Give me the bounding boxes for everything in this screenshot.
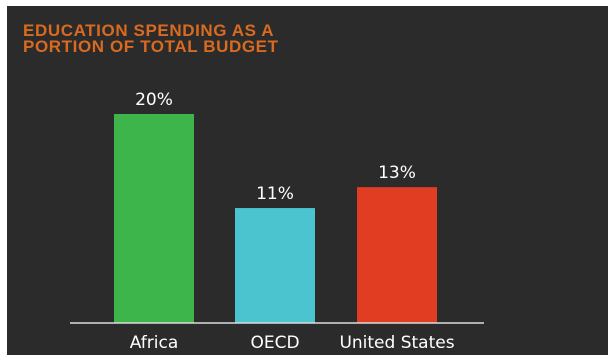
category-label-oecd: OECD — [250, 333, 299, 353]
bar-chart: 20% Africa 11% OECD 13% United States — [70, 90, 484, 353]
category-label-africa: Africa — [130, 333, 179, 353]
value-label-united-states: 13% — [378, 163, 416, 183]
chart-title: EDUCATION SPENDING AS A PORTION OF TOTAL… — [23, 21, 279, 56]
category-label-united-states: United States — [339, 333, 454, 353]
value-label-africa: 20% — [135, 90, 173, 110]
bar-oecd — [235, 208, 315, 323]
chart-panel: EDUCATION SPENDING AS A PORTION OF TOTAL… — [7, 6, 608, 355]
bar-africa — [114, 114, 194, 323]
bars-group — [114, 114, 437, 323]
bar-united-states — [357, 187, 437, 323]
labels-group: 20% Africa 11% OECD 13% United States — [130, 90, 455, 353]
value-label-oecd: 11% — [256, 184, 294, 204]
